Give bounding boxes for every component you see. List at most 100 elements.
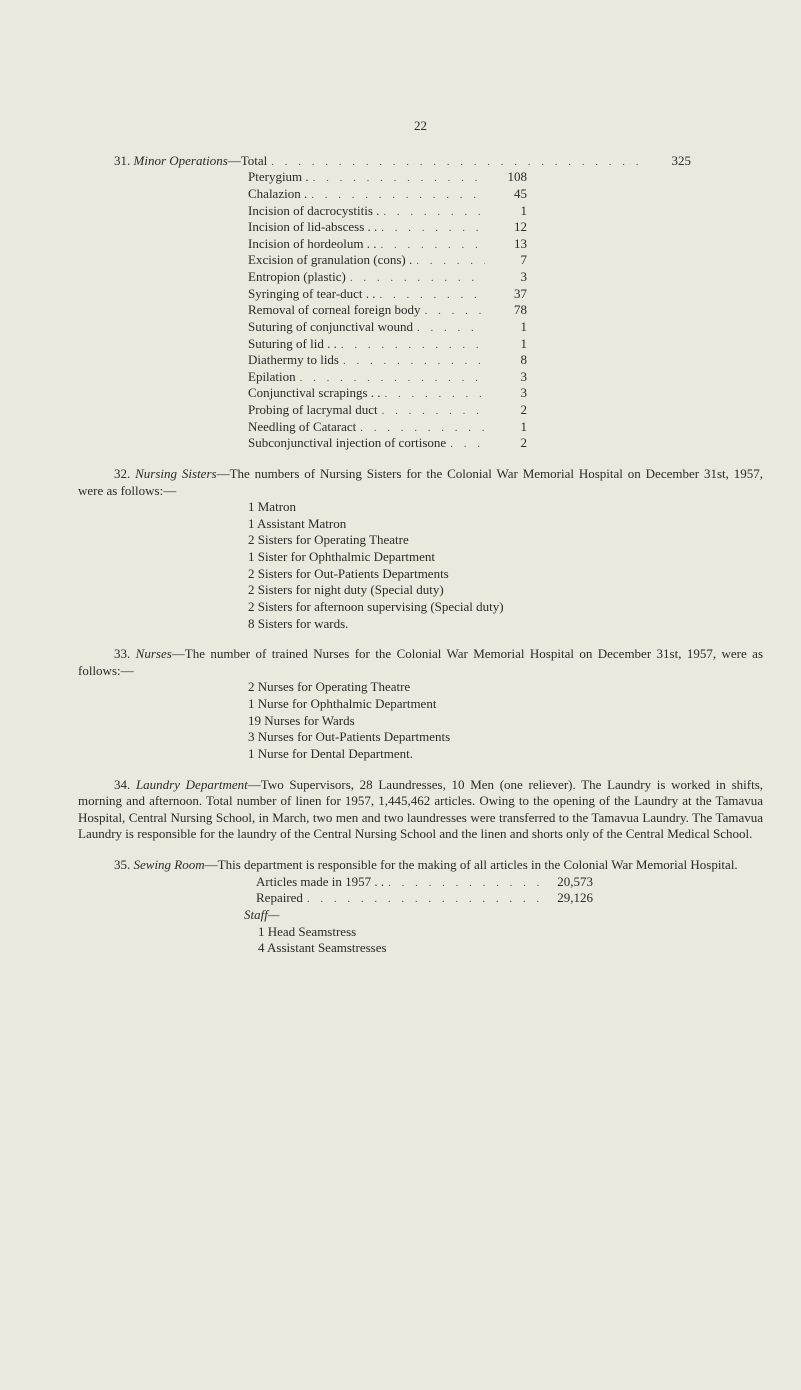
- row-value: 3: [485, 385, 527, 402]
- section-32: 32. Nursing Sisters—The numbers of Nursi…: [78, 466, 763, 632]
- row-value: 37: [485, 286, 527, 303]
- row-label: Excision of granulation (cons) .: [248, 252, 416, 269]
- section-34-para: 34. Laundry Department—Two Supervisors, …: [78, 777, 763, 844]
- section-35-prefix: 35.: [114, 857, 134, 872]
- section-34-italic: Laundry Department: [136, 777, 248, 792]
- row-value: 2: [485, 402, 527, 419]
- table-row: Entropion (plastic). . . . . . . . . . .…: [248, 269, 527, 286]
- leader-dots: . . . . . . . . . . . . . . . . . . . . …: [311, 186, 485, 203]
- section-35-italic: Sewing Room: [134, 857, 205, 872]
- row-value: 12: [485, 219, 527, 236]
- list-item: 3 Nurses for Out-Patients Departments: [248, 729, 763, 746]
- leader-dots: . . . . . . . . . . . . . . . . . . . . …: [350, 269, 485, 286]
- row-value: 1: [485, 319, 527, 336]
- section-31-rest: —Total: [228, 153, 268, 168]
- leader-dots: . . . . . . . . . . . . . . . . . . . . …: [450, 435, 485, 452]
- table-row: Incision of dacrocystitis .. . . . . . .…: [248, 203, 527, 220]
- list-item: 1 Matron: [248, 499, 763, 516]
- section-34: 34. Laundry Department—Two Supervisors, …: [78, 777, 763, 844]
- section-33-rest: —The number of trained Nurses for the Co…: [78, 646, 763, 678]
- table-row: Excision of granulation (cons) .. . . . …: [248, 252, 527, 269]
- table-row: Chalazion .. . . . . . . . . . . . . . .…: [248, 186, 527, 203]
- list-item: 2 Sisters for night duty (Special duty): [248, 582, 763, 599]
- leader-dots: . . . . . . . . . . . . . . . . . . . . …: [271, 153, 647, 170]
- list-item: 1 Head Seamstress: [258, 924, 763, 941]
- row-value: 2: [485, 435, 527, 452]
- row-label: Incision of dacrocystitis .: [248, 203, 383, 220]
- table-row: Removal of corneal foreign body. . . . .…: [248, 302, 527, 319]
- list-item: 1 Nurse for Ophthalmic Department: [248, 696, 763, 713]
- leader-dots: . . . . . . . . . . . . . . . . . . . . …: [388, 874, 549, 891]
- row-value: 1: [485, 419, 527, 436]
- section-33-list: 2 Nurses for Operating Theatre1 Nurse fo…: [248, 679, 763, 762]
- table-row: Needling of Cataract. . . . . . . . . . …: [248, 419, 527, 436]
- section-33-prefix: 33.: [114, 646, 136, 661]
- row-value: 1: [485, 336, 527, 353]
- table-row: Repaired. . . . . . . . . . . . . . . . …: [256, 890, 593, 907]
- table-row: Subconjunctival injection of cortisone. …: [248, 435, 527, 452]
- table-row: Incision of lid-abscess . .. . . . . . .…: [248, 219, 527, 236]
- leader-dots: . . . . . . . . . . . . . . . . . . . . …: [416, 252, 485, 269]
- section-31-italic: Minor Operations: [134, 153, 228, 168]
- row-label: Repaired: [256, 890, 307, 907]
- row-label: Suturing of conjunctival wound: [248, 319, 417, 336]
- leader-dots: . . . . . . . . . . . . . . . . . . . . …: [417, 319, 485, 336]
- section-33: 33. Nurses—The number of trained Nurses …: [78, 646, 763, 762]
- table-row: Articles made in 1957 . .. . . . . . . .…: [256, 874, 593, 891]
- row-value: 7: [485, 252, 527, 269]
- row-value: 78: [485, 302, 527, 319]
- section-31-list: Pterygium .. . . . . . . . . . . . . . .…: [248, 169, 527, 452]
- section-34-prefix: 34.: [114, 777, 136, 792]
- row-label: Subconjunctival injection of cortisone: [248, 435, 450, 452]
- row-label: Syringing of tear-duct . .: [248, 286, 380, 303]
- section-33-para: 33. Nurses—The number of trained Nurses …: [78, 646, 763, 679]
- row-label: Diathermy to lids: [248, 352, 343, 369]
- section-32-prefix: 32.: [114, 466, 135, 481]
- row-label: Conjunctival scrapings . .: [248, 385, 385, 402]
- list-item: 2 Sisters for Operating Theatre: [248, 532, 763, 549]
- leader-dots: . . . . . . . . . . . . . . . . . . . . …: [341, 336, 485, 353]
- list-item: 1 Nurse for Dental Department.: [248, 746, 763, 763]
- row-value: 3: [485, 369, 527, 386]
- table-row: Probing of lacrymal duct. . . . . . . . …: [248, 402, 527, 419]
- staff-label: Staff—: [244, 907, 763, 924]
- leader-dots: . . . . . . . . . . . . . . . . . . . . …: [381, 219, 485, 236]
- row-label: Incision of lid-abscess . .: [248, 219, 381, 236]
- section-35-para: 35. Sewing Room—This department is respo…: [78, 857, 763, 874]
- row-value: 3: [485, 269, 527, 286]
- table-row: Incision of hordeolum . .. . . . . . . .…: [248, 236, 527, 253]
- leader-dots: . . . . . . . . . . . . . . . . . . . . …: [383, 203, 485, 220]
- list-item: 8 Sisters for wards.: [248, 616, 763, 633]
- section-31: 31. Minor Operations—Total . . . . . . .…: [78, 153, 763, 452]
- section-32-list: 1 Matron1 Assistant Matron2 Sisters for …: [248, 499, 763, 632]
- page-number: 22: [78, 118, 763, 135]
- section-35-lines: Articles made in 1957 . .. . . . . . . .…: [256, 874, 593, 907]
- list-item: 19 Nurses for Wards: [248, 713, 763, 730]
- leader-dots: . . . . . . . . . . . . . . . . . . . . …: [307, 890, 549, 907]
- section-31-heading-row: 31. Minor Operations—Total . . . . . . .…: [114, 153, 691, 170]
- list-item: 2 Nurses for Operating Theatre: [248, 679, 763, 696]
- leader-dots: . . . . . . . . . . . . . . . . . . . . …: [360, 419, 485, 436]
- row-label: Articles made in 1957 . .: [256, 874, 388, 891]
- table-row: Syringing of tear-duct . .. . . . . . . …: [248, 286, 527, 303]
- section-33-italic: Nurses: [136, 646, 172, 661]
- row-label: Needling of Cataract: [248, 419, 360, 436]
- row-value: 29,126: [549, 890, 593, 907]
- table-row: Epilation. . . . . . . . . . . . . . . .…: [248, 369, 527, 386]
- list-item: 2 Sisters for Out-Patients Departments: [248, 566, 763, 583]
- section-32-italic: Nursing Sisters: [135, 466, 216, 481]
- section-31-total: 325: [648, 153, 692, 170]
- section-32-para: 32. Nursing Sisters—The numbers of Nursi…: [78, 466, 763, 499]
- row-value: 13: [485, 236, 527, 253]
- row-label: Incision of hordeolum . .: [248, 236, 381, 253]
- list-item: 4 Assistant Seamstresses: [258, 940, 763, 957]
- table-row: Suturing of conjunctival wound. . . . . …: [248, 319, 527, 336]
- leader-dots: . . . . . . . . . . . . . . . . . . . . …: [385, 385, 485, 402]
- row-label: Chalazion .: [248, 186, 311, 203]
- section-35-rest: —This department is responsible for the …: [205, 857, 738, 872]
- row-value: 45: [485, 186, 527, 203]
- leader-dots: . . . . . . . . . . . . . . . . . . . . …: [382, 402, 485, 419]
- leader-dots: . . . . . . . . . . . . . . . . . . . . …: [313, 169, 485, 186]
- table-row: Conjunctival scrapings . .. . . . . . . …: [248, 385, 527, 402]
- table-row: Pterygium .. . . . . . . . . . . . . . .…: [248, 169, 527, 186]
